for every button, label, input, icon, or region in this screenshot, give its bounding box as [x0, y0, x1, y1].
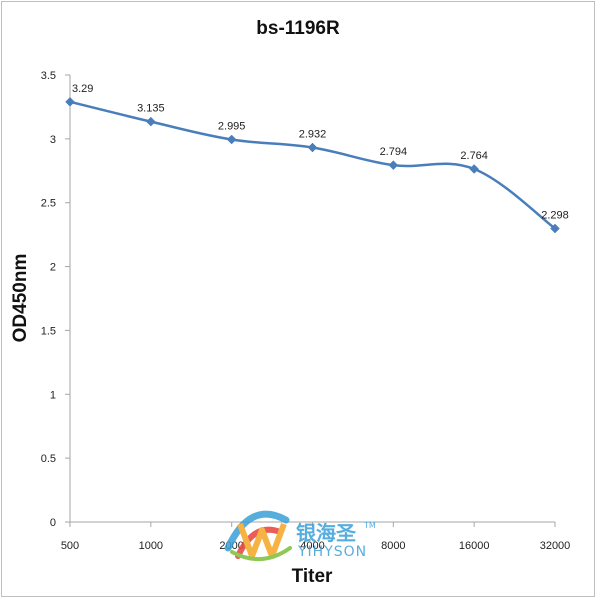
watermark-tm: TM: [363, 521, 376, 530]
y-tick-label: 0.5: [41, 453, 56, 465]
y-tick-label: 3: [50, 134, 56, 146]
data-label: 2.794: [380, 146, 408, 158]
data-label: 2.764: [460, 150, 488, 162]
data-label: 2.932: [299, 129, 327, 141]
series-layer: 3.29 3.135 2.995 2.932 2.794 2.764 2.298: [65, 83, 569, 234]
data-point: [226, 134, 237, 145]
y-tick-label: 1: [50, 389, 56, 401]
x-tick-label: 1000: [139, 540, 163, 552]
y-tick-label: 1.5: [41, 325, 56, 337]
watermark-en-text: YIHYSON: [297, 544, 367, 560]
axes: [69, 75, 555, 523]
y-axis-title: OD450nm: [10, 254, 31, 343]
data-point: [469, 164, 480, 174]
y-tick-label: 3.5: [41, 70, 56, 82]
data-label: 2.995: [218, 120, 246, 132]
x-tick-label: 4000: [300, 540, 324, 552]
data-point: [307, 142, 318, 153]
x-tick-label: 500: [61, 540, 79, 552]
series-line: [69, 100, 556, 230]
data-label: 3.29: [72, 83, 93, 95]
data-point: [145, 116, 156, 127]
data-label: 2.298: [541, 210, 569, 222]
x-tick-label: 8000: [381, 540, 405, 552]
data-point: [388, 160, 399, 171]
watermark-emblem-icon: [224, 510, 292, 562]
x-axis-title: Titer: [292, 566, 333, 587]
y-tick-label: 0: [50, 517, 56, 529]
y-ticks: 0 0.5 1 1.5 2 2.5 3 3.5: [41, 70, 70, 529]
chart-title: bs-1196R: [256, 18, 340, 39]
x-tick-label: 32000: [540, 540, 571, 552]
x-tick-label: 16000: [459, 540, 490, 552]
data-point: [550, 223, 560, 234]
watermark-logo: 银海圣 TM YIHYSON: [224, 510, 376, 562]
data-point: [65, 96, 75, 107]
y-tick-label: 2.5: [41, 198, 56, 210]
watermark-cn-text: 银海圣: [296, 521, 357, 545]
data-label: 3.135: [137, 103, 165, 115]
y-tick-label: 2: [50, 262, 56, 274]
